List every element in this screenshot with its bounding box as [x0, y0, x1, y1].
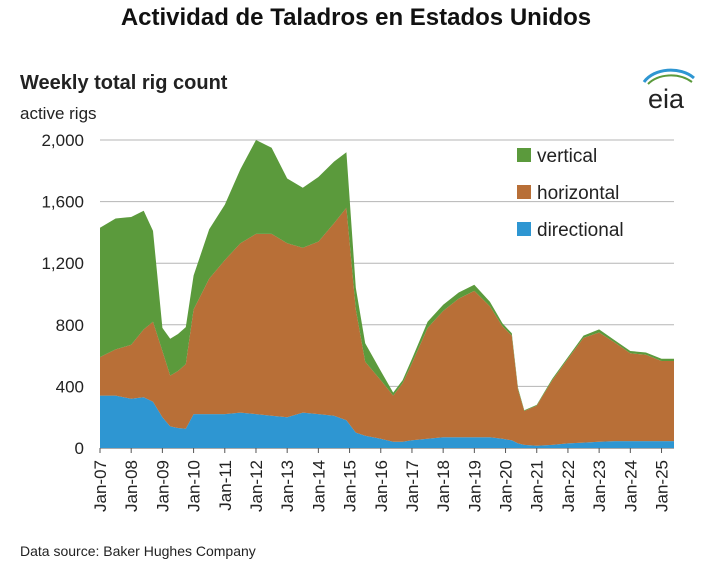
y-tick-label: 2,000 [41, 131, 84, 150]
series-area-vertical [100, 140, 674, 411]
legend-swatch-vertical [517, 148, 531, 162]
legend-label-vertical: vertical [537, 146, 597, 167]
y-tick-label: 1,600 [41, 193, 84, 212]
eia-logo-text: eia [648, 84, 685, 112]
eia-logo-icon: eia [642, 68, 695, 112]
x-tick-label: Jan-21 [528, 460, 547, 512]
x-tick-label: Jan-08 [122, 460, 141, 512]
series-area-horizontal [100, 207, 674, 446]
x-tick-label: Jan-17 [403, 460, 422, 512]
x-tick-label: Jan-19 [465, 460, 484, 512]
x-tick-label: Jan-12 [247, 460, 266, 512]
area-series [100, 140, 674, 448]
x-tick-label: Jan-14 [309, 460, 328, 512]
x-tick-label: Jan-09 [153, 460, 172, 512]
x-tick-label: Jan-25 [653, 460, 672, 512]
data-source-note: Data source: Baker Hughes Company [20, 543, 256, 559]
x-tick-label: Jan-10 [185, 460, 204, 512]
y-tick-label: 0 [75, 439, 84, 458]
legend-swatch-directional [517, 222, 531, 236]
y-tick-labels: 0 400 800 1,200 1,600 2,000 [41, 131, 84, 458]
x-tick-label: Jan-15 [341, 460, 360, 512]
x-tick-label: Jan-18 [434, 460, 453, 512]
x-tick-label: Jan-24 [621, 460, 640, 512]
legend-label-directional: directional [537, 220, 624, 241]
x-tick-label: Jan-07 [91, 460, 110, 512]
legend: vertical horizontal directional [517, 146, 624, 241]
legend-swatch-horizontal [517, 185, 531, 199]
x-tick-label: Jan-23 [590, 460, 609, 512]
x-tick-label: Jan-20 [497, 460, 516, 512]
x-tick-label: Jan-13 [278, 460, 297, 512]
y-tick-label: 800 [56, 316, 84, 335]
x-tick-labels: Jan-07 Jan-08 Jan-09 Jan-10 Jan-11 Jan-12 Jan-… [91, 448, 672, 512]
chart-title: Weekly total rig count [20, 72, 228, 94]
x-tick-label: Jan-16 [372, 460, 391, 512]
y-tick-label: 1,200 [41, 254, 84, 273]
page-title: Actividad de Taladros en Estados Unidos [120, 4, 592, 31]
x-tick-label: Jan-11 [216, 460, 235, 511]
y-tick-label: 400 [56, 377, 84, 396]
y-axis-label: active rigs [20, 104, 97, 123]
x-tick-label: Jan-22 [559, 460, 578, 512]
series-area-directional [100, 395, 674, 448]
legend-label-horizontal: horizontal [537, 183, 619, 204]
